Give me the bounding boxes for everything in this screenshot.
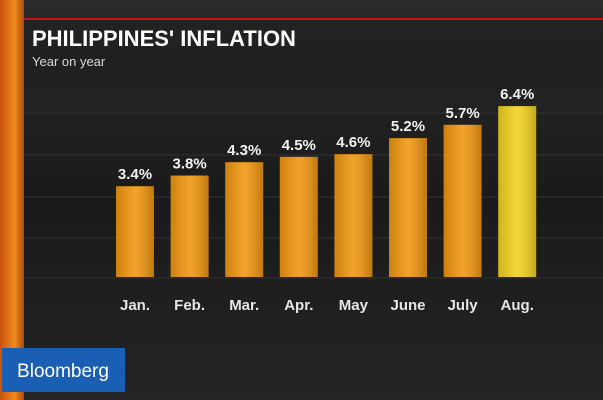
bar-shade: [225, 162, 264, 277]
x-tick-label: Aug.: [501, 297, 534, 314]
bar-shade: [443, 124, 482, 277]
bar-shade: [279, 156, 318, 277]
value-label: 3.8%: [172, 156, 206, 173]
bar-shade: [170, 175, 209, 277]
brand-logo: [2, 348, 125, 392]
bar-shade: [334, 154, 373, 277]
value-label: 4.3%: [227, 142, 261, 159]
x-tick-label: Feb.: [174, 297, 205, 314]
bar-shade: [498, 106, 537, 278]
x-tick-label: June: [390, 297, 425, 314]
value-label: 3.4%: [118, 166, 152, 183]
x-tick-label: Jan.: [120, 297, 150, 314]
x-tick-label: July: [448, 297, 479, 314]
value-label: 4.5%: [282, 137, 316, 154]
value-label: 5.2%: [391, 118, 425, 135]
header-band: [24, 20, 603, 90]
value-label: 6.4%: [500, 86, 534, 103]
value-label: 5.7%: [445, 105, 479, 122]
side-stripe: [0, 0, 24, 400]
brand-text: Bloomberg: [17, 361, 109, 382]
value-label: 4.6%: [336, 134, 370, 151]
bar-shade: [389, 138, 427, 277]
chart-title: PHILIPPINES' INFLATION: [32, 26, 296, 51]
top-rule: [24, 18, 603, 20]
chart-subtitle: Year on year: [32, 54, 106, 69]
x-tick-label: May: [339, 297, 369, 314]
x-tick-label: Mar.: [229, 297, 259, 314]
bar-shade: [116, 186, 154, 277]
plot: 3.4% Jan. 3.8% Feb. 4.3% Mar. 4.5% Apr. 4.6% May 5…: [116, 86, 537, 314]
x-tick-label: Apr.: [284, 297, 313, 314]
